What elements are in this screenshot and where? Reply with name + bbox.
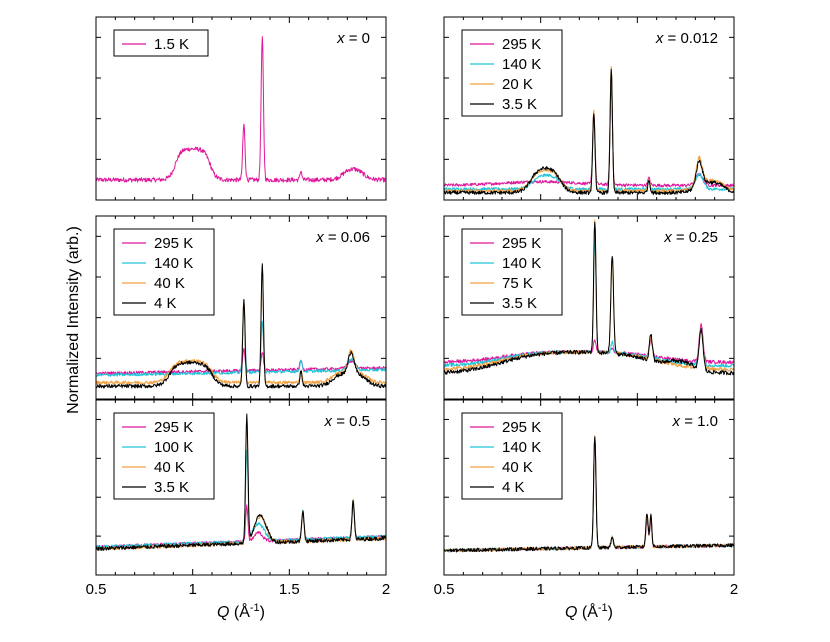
series-line-1.5K — [95, 36, 387, 183]
x-tick-label: 0.5 — [86, 581, 107, 598]
panel-label-value: = 0 — [345, 30, 370, 47]
panel-1: x = 0.012 295 K 140 K 20 K 3.5 K — [443, 16, 735, 201]
legend-entry: 295 K — [502, 419, 541, 436]
x-tick-label: 1 — [536, 581, 544, 598]
legend-entry: 40 K — [502, 459, 533, 476]
panel-label: x = 0.06 — [315, 229, 370, 246]
series-line-3.5K — [95, 413, 387, 551]
series-line-140K — [95, 303, 387, 378]
plot-frame — [443, 215, 735, 400]
series-line-295K — [443, 323, 735, 365]
panel-label-var: x — [663, 229, 672, 246]
series-line-3.5K — [443, 68, 735, 195]
panel-2: x = 0.06 295 K 140 K 40 K 4 K — [95, 215, 387, 400]
x-tick-label: 1.5 — [279, 581, 300, 598]
panel-label-value: = 0.25 — [672, 229, 718, 246]
legend-entry: 295 K — [502, 36, 541, 53]
panel-label: x = 0 — [336, 30, 370, 47]
panel-5: x = 1.0 295 K 140 K 40 K 4 K — [443, 399, 735, 576]
panel-0: x = 0 1.5 K — [95, 16, 387, 201]
plot-frame — [95, 215, 387, 400]
panel-label-var: x — [336, 30, 345, 47]
panel-label-value: = 0.012 — [663, 30, 718, 47]
legend-entry: 4 K — [502, 479, 525, 496]
panel-label-var: x — [324, 413, 333, 430]
x-axis-label: Q (Å-1) — [217, 602, 265, 621]
legend-entry: 295 K — [154, 419, 193, 436]
x-tick-label: 1.5 — [627, 581, 648, 598]
legend-entry: 140 K — [502, 56, 541, 73]
x-axis-labels: 0.5 1 1.5 2 Q (Å-1) 0.5 1 1.5 2 Q (Å-1) — [86, 581, 739, 621]
panel-3: x = 0.25 295 K 140 K 75 K 3.5 K — [443, 215, 735, 400]
plot-frame — [95, 16, 387, 201]
x-tick-label: 2 — [382, 581, 390, 598]
panel-label: x = 0.25 — [663, 229, 718, 246]
legend-entry: 40 K — [154, 459, 185, 476]
legend-entry: 1.5 K — [154, 36, 189, 53]
y-axis-label: Normalized Intensity (arb.) — [65, 226, 82, 414]
series-line-295K — [443, 81, 735, 188]
legend-entry: 140 K — [502, 255, 541, 272]
legend-entry: 140 K — [154, 255, 193, 272]
panel-label: x = 0.012 — [655, 30, 718, 47]
legend-entry: 100 K — [154, 439, 193, 456]
panel-label: x = 0.5 — [324, 413, 370, 430]
legend-entry: 3.5 K — [502, 96, 537, 113]
panel-label-var: x — [655, 30, 664, 47]
legend-entry: 75 K — [502, 275, 533, 292]
legend-box — [113, 29, 209, 57]
panel-label-var: x — [672, 413, 681, 430]
panel-label-var: x — [315, 229, 324, 246]
legend-entry: 140 K — [502, 439, 541, 456]
series-line-4K — [443, 436, 735, 553]
panel-label-value: = 0.06 — [324, 229, 370, 246]
series-line-20K — [443, 66, 735, 193]
series-line-4K — [95, 263, 387, 389]
plot-frame — [443, 399, 735, 576]
plot-frame — [443, 16, 735, 201]
legend-entry: 295 K — [502, 235, 541, 252]
x-tick-label: 1 — [188, 581, 196, 598]
x-tick-label: 0.5 — [434, 581, 455, 598]
legend-entry: 3.5 K — [502, 295, 537, 312]
legend-entry: 295 K — [154, 235, 193, 252]
panel-4: x = 0.5 295 K 100 K 40 K 3.5 K — [95, 399, 387, 576]
series-line-140K — [443, 72, 735, 191]
panel-label: x = 1.0 — [672, 413, 718, 430]
legend-entry: 20 K — [502, 76, 533, 93]
x-axis-label: Q (Å-1) — [565, 602, 613, 621]
panel-label-value: = 1.0 — [680, 413, 718, 430]
legend-entry: 40 K — [154, 275, 185, 292]
series-line-3.5K — [443, 221, 735, 376]
plot-frame — [95, 399, 387, 576]
legend-entry: 3.5 K — [154, 479, 189, 496]
x-tick-label: 2 — [730, 581, 738, 598]
panel-label-value: = 0.5 — [332, 413, 370, 430]
legend-entry: 4 K — [154, 295, 177, 312]
